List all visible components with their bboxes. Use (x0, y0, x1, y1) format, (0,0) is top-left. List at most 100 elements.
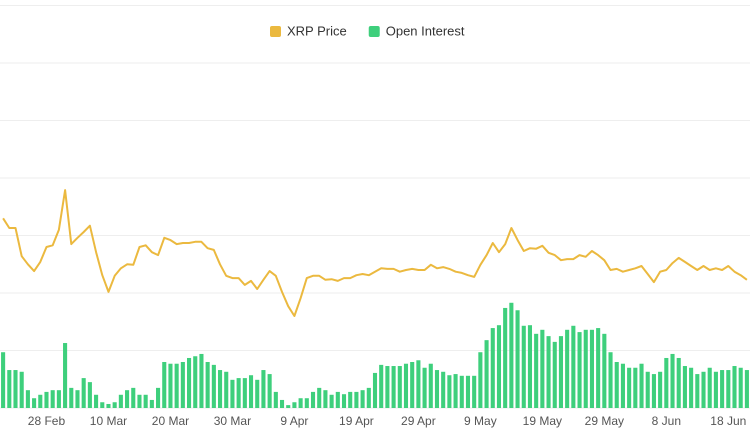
open-interest-bar (558, 336, 563, 408)
open-interest-bar (1, 352, 6, 408)
open-interest-bar (199, 353, 204, 408)
x-tick-label: 10 Mar (90, 414, 127, 428)
open-interest-bar (310, 391, 316, 408)
open-interest-bar (521, 325, 526, 408)
open-interest-bar (416, 360, 421, 408)
open-interest-bar (335, 391, 340, 408)
open-interest-bar (248, 375, 254, 408)
open-interest-bar (447, 375, 452, 408)
x-tick-label: 19 May (523, 414, 562, 428)
open-interest-bar (354, 391, 359, 408)
open-interest-bar (633, 367, 638, 408)
open-interest-bar (403, 363, 409, 408)
open-interest-bar (658, 371, 663, 408)
x-tick-label: 8 Jun (652, 414, 681, 428)
open-interest-bar (168, 363, 173, 408)
open-interest-bar (620, 363, 625, 408)
open-interest-bar (224, 371, 229, 408)
open-interest-bar (428, 363, 433, 408)
open-interest-bar (187, 357, 192, 408)
x-tick-label: 28 Feb (28, 414, 66, 428)
open-interest-bar (131, 387, 136, 408)
open-interest-bar (608, 352, 613, 408)
legend: XRP Price Open Interest (270, 23, 465, 38)
open-interest-bar (732, 366, 737, 408)
open-interest-bar (75, 390, 80, 408)
open-interest-bar (422, 367, 427, 408)
open-interest-bar (546, 336, 551, 408)
open-interest-bar (149, 399, 154, 408)
legend-label: Open Interest (386, 23, 465, 38)
open-interest-bar (292, 402, 297, 408)
open-interest-bar (503, 307, 508, 408)
open-interest-bar (713, 371, 718, 408)
open-interest-bar (286, 405, 291, 408)
open-interest-bar (676, 357, 681, 408)
open-interest-bar (639, 363, 644, 408)
open-interest-bar (112, 402, 117, 408)
open-interest-bar (360, 390, 365, 408)
open-interest-bar (100, 402, 105, 408)
open-interest-bar (7, 370, 12, 408)
open-interest-bar (664, 357, 669, 408)
open-interest-bar (441, 371, 446, 408)
open-interest-bar (156, 387, 161, 408)
open-interest-bar (267, 374, 272, 408)
open-interest-bar (453, 374, 458, 408)
price-line (2, 189, 748, 317)
open-interest-bar (434, 370, 440, 408)
open-interest-bar (478, 352, 483, 408)
open-interest-bar (565, 329, 570, 408)
open-interest-bar (13, 370, 18, 408)
open-interest-bar (651, 374, 656, 408)
open-interest-bar (125, 390, 130, 408)
open-interest-bar (385, 366, 390, 408)
open-interest-bar (63, 343, 68, 408)
open-interest-bar (69, 387, 74, 408)
open-interest-bar (410, 362, 415, 408)
x-tick-label: 29 Apr (401, 414, 436, 428)
open-interest-bar (137, 394, 142, 408)
open-interest-bar (372, 372, 378, 408)
open-interest-bar (81, 378, 86, 408)
open-interest-bar (509, 302, 514, 408)
open-interest-bar (583, 329, 588, 408)
open-interest-bar (174, 363, 179, 408)
open-interest-bar (645, 371, 650, 408)
open-interest-bar (298, 398, 303, 408)
open-interest-bar (341, 394, 347, 408)
open-interest-bar (695, 374, 700, 408)
x-tick-label: 9 May (464, 414, 497, 428)
x-tick-label: 30 Mar (214, 414, 251, 428)
open-interest-bar (329, 394, 334, 408)
open-interest-bar (602, 333, 607, 408)
x-tick-label: 18 Jun (710, 414, 746, 428)
legend-label: XRP Price (287, 23, 347, 38)
open-interest-bar (193, 356, 198, 408)
open-interest-bar (25, 390, 30, 408)
open-interest-bar (273, 391, 278, 408)
open-interest-bar (534, 333, 539, 408)
open-interest-bar (205, 362, 210, 408)
open-interest-bar (180, 362, 185, 408)
open-interest-bar (242, 378, 247, 408)
open-interest-bar (484, 340, 489, 408)
open-interest-bar (32, 398, 37, 408)
open-interest-bar (348, 391, 353, 408)
open-interest-bar (50, 390, 55, 408)
open-interest-bar (279, 399, 285, 408)
open-interest-bar (459, 375, 464, 408)
open-interest-bar (552, 341, 557, 408)
open-interest-bar (397, 366, 402, 408)
open-interest-bar (255, 379, 260, 408)
open-interest-bar (323, 390, 328, 408)
open-interest-bar (230, 379, 235, 408)
open-interest-bar (118, 394, 123, 408)
open-interest-bar (143, 394, 148, 408)
open-interest-bar (589, 329, 594, 408)
open-interest-bar (87, 382, 92, 408)
open-interest-bar (744, 370, 749, 408)
x-tick-label: 29 May (585, 414, 624, 428)
open-interest-bar (540, 329, 545, 408)
